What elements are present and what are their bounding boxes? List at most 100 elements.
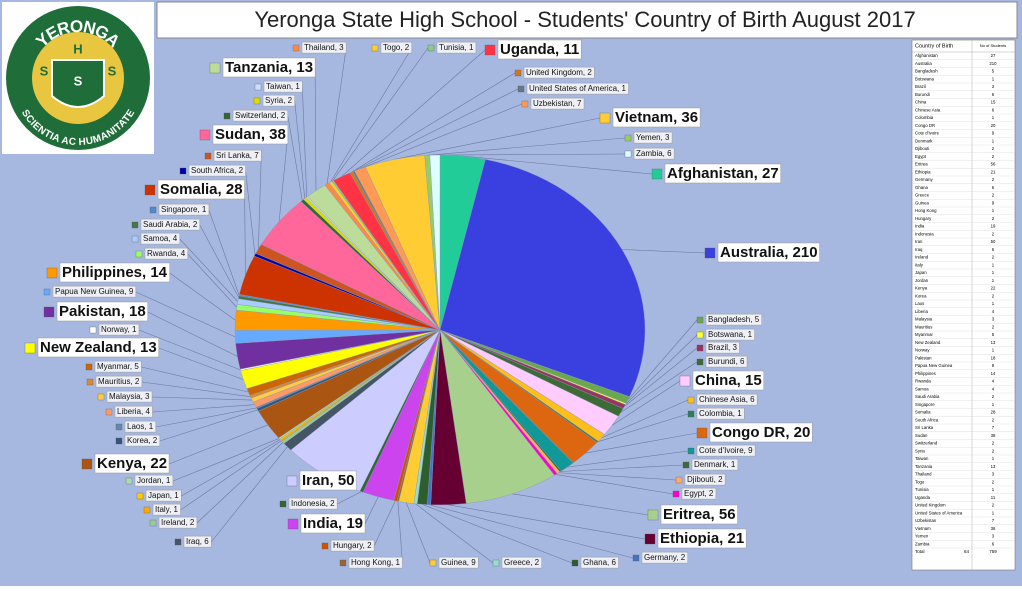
table-cell: Iraq [915, 247, 923, 252]
label-box [705, 341, 740, 354]
data-label: Uzbekistan, 7 [533, 99, 582, 108]
table-cell: Iran [915, 239, 923, 244]
table-cell: 1 [992, 138, 995, 143]
table-cell: 9 [992, 200, 995, 205]
label-swatch [24, 342, 36, 354]
table-cell: Burundi [915, 92, 930, 97]
label-box [263, 80, 303, 93]
leader-line [196, 442, 284, 524]
table-cell: Australia [915, 61, 932, 66]
data-label: India, 19 [303, 515, 363, 532]
table-cell: Samoa [915, 386, 929, 391]
table-cell: Botswana [915, 76, 934, 81]
table-cell: 4 [992, 386, 995, 391]
table-cell: 2 [992, 146, 995, 151]
table-cell: 15 [991, 100, 996, 105]
leader-line [448, 504, 646, 540]
data-label: Iraq, 6 [186, 537, 209, 546]
table-total: 759 [989, 549, 997, 554]
label-swatch [687, 447, 695, 455]
data-label: Jordan, 1 [137, 476, 171, 485]
label-box [692, 370, 764, 391]
label-swatch [174, 538, 182, 546]
table-cell: 1 [992, 208, 995, 213]
leader-line [159, 409, 258, 442]
data-label: Ethiopia, 21 [660, 530, 744, 547]
table-cell: Hungary [915, 216, 932, 221]
leader-line [278, 134, 289, 222]
data-label: Samoa, 4 [143, 234, 178, 243]
label-box [114, 405, 153, 418]
leader-line [611, 380, 681, 426]
label-box [232, 109, 289, 122]
label-box [152, 503, 181, 516]
label-swatch [624, 150, 632, 158]
label-box [158, 203, 210, 216]
table-cell: 2 [992, 177, 995, 182]
data-label: Sri Lanka, 7 [216, 151, 259, 160]
data-label: Greece, 2 [504, 558, 540, 567]
table-cell: 6 [992, 107, 995, 112]
leader-line [394, 117, 601, 160]
leader-line [627, 319, 698, 401]
table-cell: 4 [992, 309, 995, 314]
table-cell: 1 [992, 301, 995, 306]
label-swatch [131, 235, 139, 243]
data-label: Thailand, 3 [304, 43, 344, 52]
label-swatch [624, 134, 632, 142]
data-label: Mauritius, 2 [98, 377, 140, 386]
leader-line [364, 496, 379, 525]
logo-letter: S [108, 63, 117, 78]
table-cell: 27 [991, 53, 996, 58]
label-box [696, 407, 745, 420]
table-cell: Sudan [915, 433, 928, 438]
leader-line [555, 474, 674, 495]
label-box [348, 556, 403, 569]
data-label: Cote d'Ivoire, 9 [699, 446, 753, 455]
label-box [94, 453, 170, 474]
label-swatch [682, 461, 690, 469]
table-cell: 13 [991, 340, 996, 345]
table-cell: Vietnam [915, 526, 931, 531]
table-cell: Afghanistan [915, 53, 938, 58]
leader-line [353, 88, 519, 172]
leader-line [373, 500, 396, 547]
label-box [497, 39, 582, 60]
table-cell: Myanmar [915, 332, 933, 337]
leader-line [138, 329, 241, 371]
data-label: China, 15 [695, 372, 762, 389]
label-swatch [204, 152, 212, 160]
label-swatch [149, 519, 157, 527]
label-box [301, 41, 347, 54]
data-label: Ireland, 2 [161, 518, 195, 527]
table-cell: Colombia [915, 115, 934, 120]
table-cell: 1 [992, 510, 995, 515]
label-swatch [321, 542, 329, 550]
table-cell: 1 [992, 278, 995, 283]
table-cell: New Zealand [915, 340, 941, 345]
label-swatch [696, 316, 704, 324]
leader-line [180, 440, 282, 511]
label-box [438, 556, 479, 569]
label-box [262, 94, 295, 107]
leader-line [179, 238, 238, 302]
table-cell: 1 [992, 402, 995, 407]
table-cell: Yemen [915, 534, 929, 539]
leader-line [155, 407, 257, 428]
table-background [911, 39, 1016, 571]
label-swatch [429, 559, 437, 567]
table-cell: 2 [992, 193, 995, 198]
table-cell: Germany [915, 177, 934, 182]
table-cell: 22 [991, 286, 996, 291]
leader-line [210, 446, 288, 543]
label-box [633, 147, 675, 160]
label-swatch [253, 97, 261, 105]
label-swatch [131, 221, 139, 229]
leader-line [397, 501, 403, 564]
table-cell: Somalia [915, 410, 931, 415]
table-cell: Greece [915, 193, 930, 198]
table-cell: 38 [991, 433, 996, 438]
table-cell: Kenya [915, 286, 928, 291]
data-label: Germany, 2 [644, 553, 686, 562]
data-label: Singapore, 1 [161, 205, 207, 214]
